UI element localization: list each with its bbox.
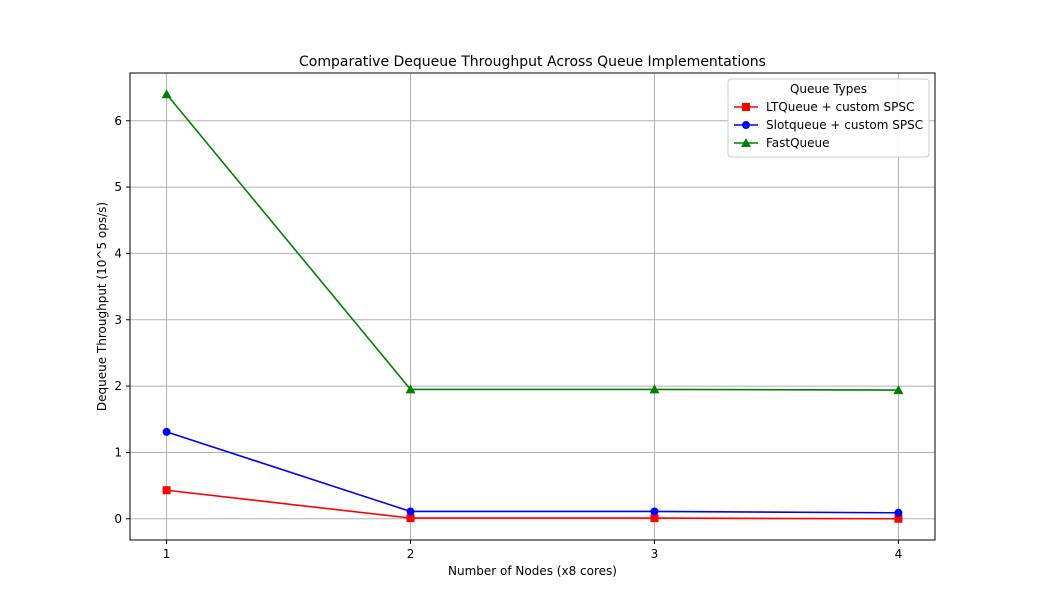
x-tick-label: 1 — [163, 547, 171, 561]
y-tick-label: 5 — [114, 180, 122, 194]
y-tick-label: 6 — [114, 114, 122, 128]
legend-entry: LTQueue + custom SPSC — [734, 100, 914, 114]
legend-title: Queue Types — [790, 82, 867, 96]
series-line — [165, 93, 899, 391]
legend-swatch-marker — [741, 138, 751, 147]
y-tick-label: 3 — [114, 313, 122, 327]
data-point — [162, 486, 171, 495]
x-tick-label: 2 — [407, 547, 415, 561]
x-axis-label: Number of Nodes (x8 cores) — [448, 564, 617, 578]
legend-swatch-marker — [742, 121, 750, 129]
legend: Queue Types LTQueue + custom SPSC Slotque… — [727, 78, 930, 158]
legend-label: FastQueue — [766, 136, 830, 150]
legend-entries: LTQueue + custom SPSC Slotqueue + custom … — [734, 100, 923, 150]
series-0 — [162, 486, 903, 523]
data-point — [406, 514, 415, 523]
series-line — [166, 489, 899, 520]
data-point — [161, 89, 172, 99]
chart-title: Comparative Dequeue Throughput Across Qu… — [299, 54, 766, 70]
series-1 — [162, 427, 903, 517]
series-2 — [161, 89, 904, 395]
legend-label: Slotqueue + custom SPSC — [766, 118, 923, 132]
data-point — [406, 507, 415, 516]
series-layer — [161, 89, 904, 523]
y-tick-label: 4 — [114, 246, 122, 260]
ticks: 1 2 3 4 0 1 2 3 4 5 6 — [114, 114, 902, 561]
data-point — [162, 427, 171, 436]
series-line — [166, 431, 899, 514]
x-tick-label: 4 — [895, 547, 903, 561]
legend-swatch-marker — [742, 103, 750, 111]
data-point — [649, 384, 660, 394]
data-point — [894, 508, 903, 517]
legend-entry: Slotqueue + custom SPSC — [734, 118, 923, 132]
legend-entry: FastQueue — [734, 136, 830, 150]
y-tick-label: 1 — [114, 445, 122, 459]
y-tick-label: 0 — [114, 512, 122, 526]
legend-box — [727, 78, 930, 158]
y-tick-label: 2 — [114, 379, 122, 393]
plot-frame — [129, 72, 936, 541]
y-axis-label: Dequeue Throughput (10^5 ops/s) — [95, 202, 109, 411]
data-point — [893, 385, 904, 395]
x-tick-label: 3 — [651, 547, 659, 561]
data-point — [894, 514, 903, 523]
data-point — [650, 507, 659, 516]
data-point — [650, 514, 659, 523]
data-point — [405, 384, 416, 394]
legend-label: LTQueue + custom SPSC — [766, 100, 914, 114]
